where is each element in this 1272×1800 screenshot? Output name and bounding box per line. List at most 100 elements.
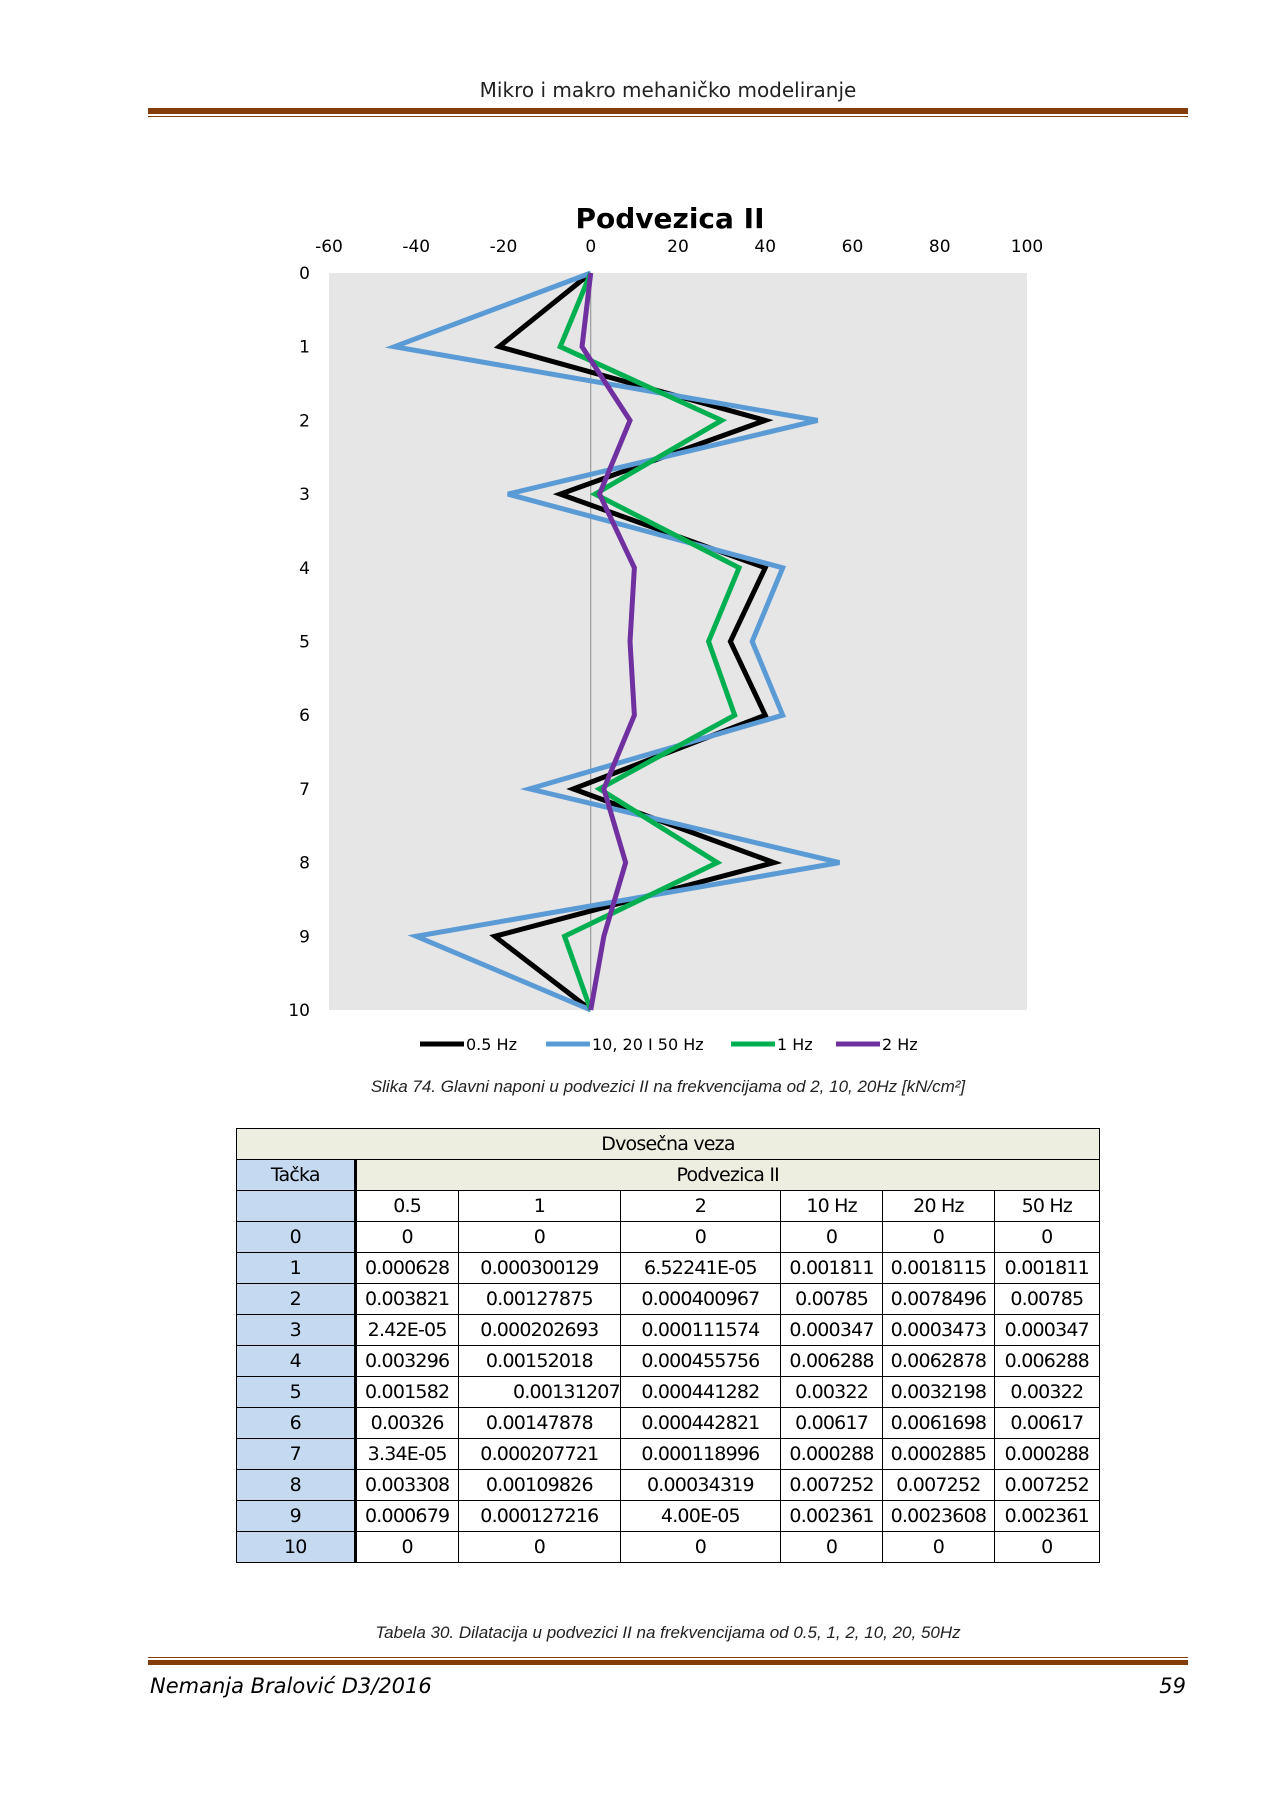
- table-cell: 0.00034319: [619, 1469, 781, 1501]
- table-cell: 0.00326: [353, 1407, 459, 1439]
- table-cell: 0.0078496: [882, 1283, 995, 1315]
- row-point-cell: 0: [236, 1221, 356, 1253]
- col-header: 10 Hz: [779, 1190, 884, 1222]
- row-point-cell: 8: [236, 1469, 356, 1501]
- table-row: 3 2.42E-05 0.000202693 0.000111574 0.000347 0…: [236, 1314, 1101, 1346]
- table-cell: 0.0002885: [882, 1438, 995, 1470]
- y-tick-label: 8: [299, 854, 310, 874]
- table-cell: 0.0023608: [882, 1500, 995, 1532]
- table-cell: 0.000442821: [619, 1407, 781, 1439]
- x-tick-label: 60: [842, 237, 864, 257]
- y-tick-label: 0: [299, 264, 310, 284]
- table-cell: 0.000441282: [619, 1376, 781, 1408]
- table-cell: 0.000347: [993, 1314, 1101, 1346]
- table-cell: 0: [353, 1531, 459, 1563]
- table-cell: 0.000679: [353, 1500, 459, 1532]
- table-cell: 0.000400967: [619, 1283, 781, 1315]
- table-cell: 0.000111574: [619, 1314, 781, 1346]
- series-line-2: [556, 272, 743, 1011]
- table-cell: 0: [353, 1221, 459, 1253]
- table-cell: 0.001582: [353, 1376, 459, 1408]
- table-cell: 6.52241E-05: [619, 1252, 781, 1284]
- table-row: 5 0.001582 0.00131207 0.000441282 0.00322 0.0…: [236, 1376, 1101, 1408]
- table-cell: 0.000628: [353, 1252, 459, 1284]
- footer-author: Nemanja Bralović D3/2016: [150, 1674, 432, 1698]
- row-point-cell: 10: [236, 1531, 356, 1563]
- table-cell: 0.00322: [779, 1376, 884, 1408]
- table-row: 4 0.003296 0.00152018 0.000455756 0.006288 0.…: [236, 1345, 1101, 1377]
- table-cell: 0.000207721: [457, 1438, 621, 1470]
- table-row: 2 0.003821 0.00127875 0.000400967 0.00785 0.0…: [236, 1283, 1101, 1315]
- legend-label: 0.5 Hz: [466, 1035, 517, 1054]
- x-tick-label: 80: [929, 237, 951, 257]
- table-cell: 0: [779, 1221, 884, 1253]
- table-cell: 0: [779, 1531, 884, 1563]
- table-cell: 0.001811: [993, 1252, 1101, 1284]
- table-cell: 0.00785: [779, 1283, 884, 1315]
- legend-label: 10, 20 I 50 Hz: [592, 1035, 704, 1054]
- x-tick-label: 20: [667, 237, 689, 257]
- table-cell: 0.000288: [993, 1438, 1101, 1470]
- y-tick-label: 1: [299, 338, 310, 358]
- table-cell: 0.000118996: [619, 1438, 781, 1470]
- table-cell: 0.00617: [779, 1407, 884, 1439]
- table-cell: 0.006288: [993, 1345, 1101, 1377]
- table-cell: 0: [882, 1221, 995, 1253]
- y-tick-label: 9: [299, 927, 310, 947]
- col-header: 2: [619, 1190, 781, 1222]
- table-cell: 0.000455756: [619, 1345, 781, 1377]
- x-tick-label: -20: [490, 237, 518, 257]
- table-row: 1 0.000628 0.000300129 6.52241E-05 0.001811 0…: [236, 1252, 1101, 1284]
- dilatation-table: Dvosečna veza Tačka Podvezica II 0.5 1 2…: [236, 1128, 1101, 1563]
- table-cell: 0.000288: [779, 1438, 884, 1470]
- figure-caption: Slika 74. Glavni naponi u podvezici II n…: [370, 1077, 966, 1096]
- page-number: 59: [1159, 1674, 1186, 1698]
- col-tacka-header: Tačka: [236, 1159, 356, 1191]
- table-cell: 0.003308: [353, 1469, 459, 1501]
- table-cell: 3.34E-05: [353, 1438, 459, 1470]
- table-row: 10 0 0 0 0 0 0: [236, 1531, 1101, 1563]
- table-row: 8 0.003308 0.00109826 0.00034319 0.007252 0.0…: [236, 1469, 1101, 1501]
- series-line-3: [579, 272, 637, 1011]
- table-cell: 0.00127875: [457, 1283, 621, 1315]
- table-cell: 0.007252: [779, 1469, 884, 1501]
- y-tick-label: 10: [288, 1001, 310, 1021]
- table-cell: 0.007252: [882, 1469, 995, 1501]
- y-tick-label: 6: [299, 706, 310, 726]
- table-cell: 0.00152018: [457, 1345, 621, 1377]
- table-cell: 0.000127216: [457, 1500, 621, 1532]
- col-header: 0.5: [353, 1190, 459, 1222]
- row-point-cell: 3: [236, 1314, 356, 1346]
- header-rule: [148, 108, 1188, 117]
- x-tick-label: 100: [1011, 237, 1043, 257]
- table-cell: 0.00322: [993, 1376, 1101, 1408]
- table-cell: 4.00E-05: [619, 1500, 781, 1532]
- table-cell: 0.000300129: [457, 1252, 621, 1284]
- x-tick-label: -60: [315, 237, 343, 257]
- group-header: Podvezica II: [353, 1159, 1100, 1191]
- empty-header-cell: [236, 1190, 356, 1222]
- page-header-title: Mikro i makro mehaničko modeliranje: [479, 78, 857, 102]
- x-tick-label: 0: [585, 237, 596, 257]
- table-cell: 0.000202693: [457, 1314, 621, 1346]
- table-cell: 0: [457, 1531, 621, 1563]
- table-cell: 0.007252: [993, 1469, 1101, 1501]
- series-line-1: [384, 270, 840, 1013]
- row-point-cell: 2: [236, 1283, 356, 1315]
- table-cell: 2.42E-05: [353, 1314, 459, 1346]
- col-header: 1: [457, 1190, 621, 1222]
- table-cell: 0.002361: [779, 1500, 884, 1532]
- table-cell: 0.001811: [779, 1252, 884, 1284]
- table-cell: 0.00617: [993, 1407, 1101, 1439]
- table-cell: 0.0018115: [882, 1252, 995, 1284]
- table-title: Dvosečna veza: [236, 1128, 1100, 1160]
- table-cell: 0: [457, 1221, 621, 1253]
- podvezica-chart: Podvezica II -60 -40 -20 0 20 40 60 80 100 0 1 2 3 4 5 6…: [288, 202, 1043, 1054]
- y-tick-label: 3: [299, 485, 310, 505]
- footer-rule: [148, 1657, 1188, 1665]
- table-cell: 0.00131207: [457, 1376, 621, 1408]
- table-cell: 0.0062878: [882, 1345, 995, 1377]
- table-cell: 0: [882, 1531, 995, 1563]
- table-cell: 0.006288: [779, 1345, 884, 1377]
- table-row: 7 3.34E-05 0.000207721 0.000118996 0.000288 0…: [236, 1438, 1101, 1470]
